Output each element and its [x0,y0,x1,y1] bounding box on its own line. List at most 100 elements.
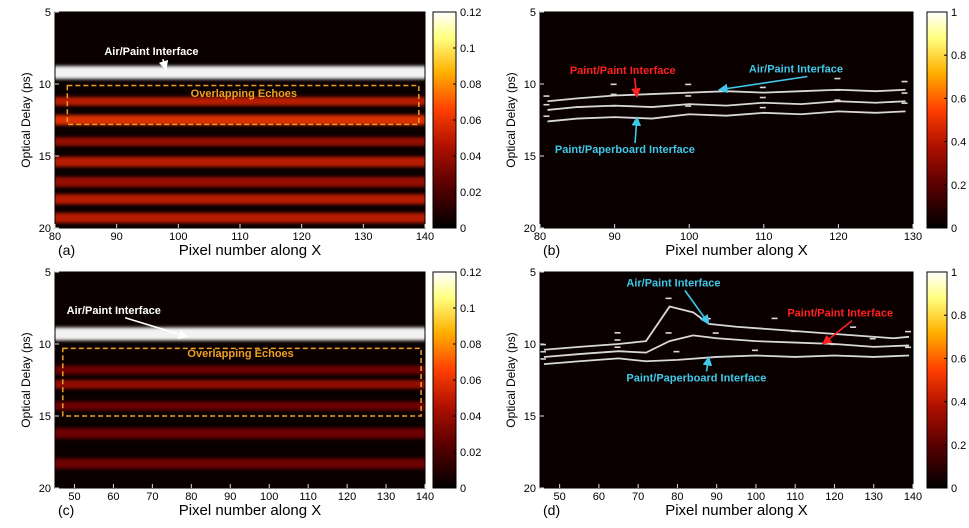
heatmap-band [55,380,425,389]
colorbar-tick-label: 0 [951,223,957,235]
annotation-label: Air/Paint Interface [626,277,720,289]
colorbar-tick-label: 0.1 [460,43,475,55]
interface-trace-line [547,110,906,123]
y-tick-label: 20 [39,223,51,235]
trace-speckle [540,358,546,360]
x-tick-label: 90 [608,231,620,243]
colorbar-tick-label: 0.12 [460,7,481,19]
y-tick-label: 10 [524,79,536,91]
x-tick-label: 110 [755,231,773,243]
heatmap-band [55,365,425,375]
heatmap-bands [55,66,425,223]
y-tick-label: 10 [39,79,51,91]
colorbar-tick-label: 0.02 [460,187,481,199]
trace-speckle [665,297,672,300]
annotation-arrow [124,316,189,339]
colorbar-tick-label: 0.06 [460,375,481,387]
colorbar [432,271,457,489]
colorbar [926,11,948,229]
annotation-label: Air/Paint Interface [104,46,198,58]
colorbar-tick-label: 0.8 [951,310,966,322]
x-tick-label: 100 [680,231,698,243]
heatmap-bands [55,327,425,469]
colorbar-tick-label: 0.08 [460,79,481,91]
trace-speckle [850,326,857,328]
annotation-label: Overlapping Echoes [191,88,297,100]
heatmap-band [55,66,425,79]
y-axis-label: Optical Delay (ps) [19,332,33,427]
x-tick-label: 120 [292,231,310,243]
colorbar-tick-label: 0.8 [951,50,966,62]
interface-trace-line [547,100,906,111]
annotation-arrow [718,75,808,94]
y-tick-label: 20 [524,483,536,495]
colorbar-tick-label: 0.6 [951,353,966,365]
x-tick-label: 60 [107,491,119,503]
plot-area: Paint/Paint Interface Air/Paint Interface… [543,63,908,156]
annotation-arrow [684,289,710,325]
y-axis-label: Optical Delay (ps) [504,72,518,167]
trace-speckle [901,80,908,83]
x-tick-label: 90 [111,231,123,243]
y-tick-label: 5 [45,267,51,279]
heatmap-band [55,212,425,223]
colorbar-tick-label: 0.06 [460,115,481,127]
y-tick-label: 10 [524,339,536,351]
colorbar-tick-label: 0.2 [951,440,966,452]
panel-label: (a) [58,242,75,258]
x-tick-label: 80 [534,231,546,243]
x-axis-label: Pixel number along X [179,242,322,259]
trace-speckle [759,86,766,89]
y-tick-label: 5 [45,7,51,19]
trace-speckle [610,93,617,96]
colorbar-tick-label: 0 [951,483,957,495]
trace-speckle [614,346,621,348]
x-tick-label: 60 [593,491,605,503]
annotation-arrow [702,356,713,372]
panel-a: Air/Paint Interface Overlapping Echoes 80 9… [19,7,481,259]
x-tick-label: 80 [185,491,197,503]
heatmap-band [55,194,425,205]
panel-label: (d) [543,502,560,518]
panel-label: (b) [543,242,560,258]
trace-speckle [685,83,692,86]
x-tick-label: 110 [231,231,249,243]
panel-b: Paint/Paint Interface Air/Paint Interface… [504,7,966,259]
trace-speckle [712,332,719,334]
trace-speckle [543,95,550,97]
y-tick-label: 5 [530,7,536,19]
x-tick-label: 50 [68,491,80,503]
x-axis-label: Pixel number along X [665,242,808,259]
interface-trace-line [543,354,910,366]
annotation-arrow [821,320,853,345]
annotation-label: Overlapping Echoes [187,348,293,360]
trace-speckle [759,106,766,109]
annotation-label: Paint/Paint Interface [570,65,676,77]
colorbar-tick-label: 0.04 [460,411,481,423]
trace-speckle [614,332,621,334]
annotation-arrow [158,58,169,71]
x-tick-label: 120 [825,491,843,503]
trace-speckle [614,339,621,341]
trace-speckle [685,95,692,97]
plot-area: Air/Paint Interface Overlapping Echoes [55,305,425,469]
heatmap-band [55,137,425,146]
x-tick-label: 100 [169,231,187,243]
annotation-label: Air/Paint Interface [749,63,843,75]
heatmap-band [55,114,425,126]
y-tick-label: 10 [39,339,51,351]
plot-frame [539,11,914,229]
colorbar-tick-label: 0.6 [951,93,966,105]
annotation-arrow [631,116,642,144]
overlapping-echoes-box [62,347,422,417]
x-tick-label: 100 [260,491,278,503]
annotation-label: Paint/Paperboard Interface [555,144,695,156]
y-tick-label: 5 [530,267,536,279]
x-tick-label: 70 [146,491,158,503]
plot-background [540,272,913,488]
colorbar-tick-label: 0.02 [460,447,481,459]
colorbar [432,11,457,229]
y-tick-label: 20 [39,483,51,495]
interface-trace-line [543,334,910,358]
plot-frame [54,271,426,489]
